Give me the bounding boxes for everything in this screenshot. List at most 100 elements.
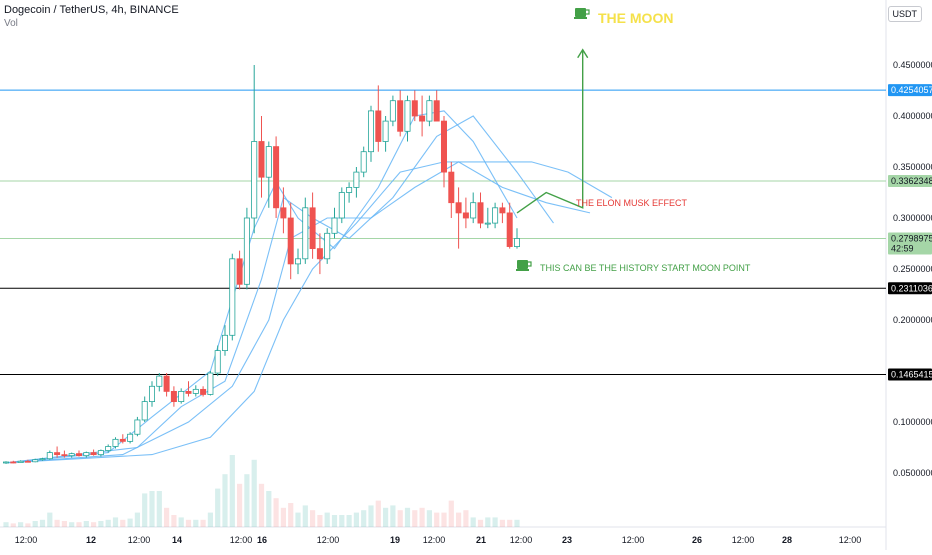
candle-body[interactable]: [309, 207, 316, 250]
candle-body[interactable]: [163, 375, 170, 392]
candle-body[interactable]: [90, 452, 97, 456]
candle-body[interactable]: [148, 385, 155, 402]
candle-body[interactable]: [448, 171, 455, 204]
candle-body[interactable]: [404, 100, 411, 132]
candle-body[interactable]: [367, 110, 374, 153]
candle-body[interactable]: [477, 202, 484, 224]
candle-body[interactable]: [54, 452, 61, 456]
candle-body[interactable]: [185, 390, 192, 394]
y-tick-label: 0.0500000: [893, 468, 932, 478]
candle-body[interactable]: [433, 100, 440, 122]
candle-body[interactable]: [32, 459, 39, 463]
volume-bar: [397, 510, 403, 527]
candle-body[interactable]: [324, 232, 331, 260]
annotation-history-start[interactable]: THIS CAN BE THE HISTORY START MOON POINT: [540, 263, 751, 273]
candle-body[interactable]: [17, 460, 24, 463]
candle-body[interactable]: [389, 100, 396, 122]
candle-body[interactable]: [3, 461, 9, 464]
candle-body[interactable]: [280, 207, 287, 219]
x-tick-label: 12:00: [423, 535, 446, 545]
x-tick-label: 12:00: [839, 535, 862, 545]
candle-body[interactable]: [346, 186, 353, 193]
candle-body[interactable]: [83, 452, 90, 457]
candle-body[interactable]: [382, 120, 389, 142]
candle-body[interactable]: [470, 202, 477, 219]
annotation-the-moon[interactable]: THE MOON: [598, 10, 673, 26]
candle-body[interactable]: [353, 171, 360, 188]
moving-average-line: [5, 161, 613, 464]
candle-body[interactable]: [338, 192, 345, 219]
x-tick-label: 12: [86, 535, 96, 545]
candle-body[interactable]: [258, 141, 265, 178]
candle-body[interactable]: [141, 401, 148, 421]
candle-body[interactable]: [265, 146, 272, 178]
candle-body[interactable]: [419, 115, 426, 122]
candle-body[interactable]: [214, 350, 221, 374]
volume-bar: [222, 474, 228, 527]
price-level-label-box: [888, 232, 932, 255]
candle-body[interactable]: [39, 458, 46, 461]
candle-body[interactable]: [426, 100, 433, 122]
candle-body[interactable]: [229, 258, 236, 336]
candle-body[interactable]: [10, 461, 17, 464]
candle-body[interactable]: [514, 238, 521, 247]
volume-bar: [266, 491, 272, 527]
volume-bar: [375, 500, 381, 527]
candle-body[interactable]: [221, 334, 228, 351]
candle-body[interactable]: [236, 258, 243, 285]
candle-body[interactable]: [397, 100, 404, 132]
candle-body[interactable]: [273, 146, 280, 209]
coffee-cup-icon-handle: [528, 261, 532, 267]
volume-bar: [456, 512, 462, 527]
candle-body[interactable]: [506, 212, 513, 247]
candle-body[interactable]: [200, 388, 207, 395]
price-level-label: 0.2311036: [891, 283, 932, 293]
candle-body[interactable]: [68, 453, 75, 457]
candle-body[interactable]: [119, 438, 126, 442]
candle-body[interactable]: [192, 388, 199, 394]
arrow-head-icon: [577, 48, 589, 59]
candle-body[interactable]: [360, 151, 367, 173]
candle-body[interactable]: [251, 141, 258, 219]
candle-body[interactable]: [24, 460, 31, 463]
volume-bar: [149, 491, 155, 527]
currency-button[interactable]: USDT: [887, 6, 922, 22]
x-tick-label: 12:00: [510, 535, 533, 545]
candle-body[interactable]: [170, 390, 177, 402]
candle-body[interactable]: [112, 438, 119, 447]
candle-body[interactable]: [375, 110, 382, 142]
candle-body[interactable]: [440, 120, 447, 173]
candle-body[interactable]: [294, 258, 301, 265]
volume-bar: [18, 522, 24, 527]
candle-body[interactable]: [455, 202, 462, 214]
volume-label: Vol: [4, 18, 18, 29]
candle-body[interactable]: [207, 372, 214, 395]
candle-body[interactable]: [462, 212, 469, 219]
candle-body[interactable]: [134, 419, 141, 435]
candle-body[interactable]: [302, 207, 309, 260]
annotation-elon-effect[interactable]: THE ELON MUSK EFFECT: [576, 198, 688, 208]
x-tick-label: 21: [476, 535, 486, 545]
candle-body[interactable]: [46, 452, 53, 460]
candle-body[interactable]: [243, 217, 250, 285]
candle-body[interactable]: [127, 433, 134, 442]
candle-body[interactable]: [156, 375, 163, 387]
volume-bar: [507, 519, 513, 527]
candle-body[interactable]: [287, 217, 294, 265]
candle-body[interactable]: [411, 100, 418, 117]
candle-body[interactable]: [178, 390, 185, 402]
candle-body[interactable]: [331, 217, 338, 234]
moon-projection-path[interactable]: [516, 49, 584, 214]
candle-body[interactable]: [484, 222, 491, 225]
candle-body[interactable]: [76, 453, 83, 457]
candle-body[interactable]: [492, 207, 499, 224]
candle-body[interactable]: [97, 450, 104, 456]
candle-body[interactable]: [105, 446, 112, 451]
candle-body[interactable]: [316, 248, 323, 260]
chart-header: Dogecoin / TetherUS, 4h, BINANCE Vol: [4, 4, 179, 29]
x-tick-label: 12:00: [128, 535, 151, 545]
candle-body[interactable]: [61, 454, 68, 457]
candle-body[interactable]: [499, 207, 506, 214]
